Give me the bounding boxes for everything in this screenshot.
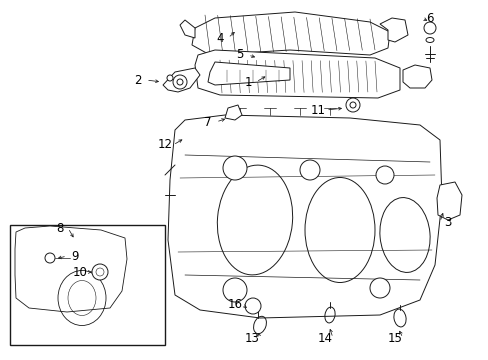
- Circle shape: [223, 156, 246, 180]
- Circle shape: [45, 253, 55, 263]
- Polygon shape: [192, 12, 389, 55]
- Circle shape: [349, 102, 355, 108]
- Polygon shape: [379, 18, 407, 42]
- Text: 9: 9: [71, 249, 79, 262]
- Circle shape: [173, 75, 186, 89]
- Circle shape: [177, 79, 183, 85]
- Text: 6: 6: [426, 12, 433, 24]
- Polygon shape: [207, 62, 289, 85]
- Polygon shape: [180, 20, 195, 38]
- Text: 7: 7: [204, 116, 211, 129]
- Polygon shape: [15, 226, 127, 312]
- Circle shape: [346, 98, 359, 112]
- Text: 15: 15: [387, 332, 402, 345]
- Polygon shape: [168, 115, 441, 318]
- Circle shape: [375, 166, 393, 184]
- Circle shape: [244, 298, 261, 314]
- Text: 10: 10: [72, 266, 87, 279]
- Text: 12: 12: [157, 139, 172, 152]
- Circle shape: [369, 278, 389, 298]
- Text: 2: 2: [134, 73, 142, 86]
- Circle shape: [167, 75, 173, 81]
- Circle shape: [299, 160, 319, 180]
- Text: 1: 1: [244, 76, 251, 89]
- Text: 13: 13: [244, 332, 259, 345]
- Circle shape: [92, 264, 108, 280]
- Text: 8: 8: [56, 221, 63, 234]
- Text: 4: 4: [216, 31, 224, 45]
- Text: 14: 14: [317, 332, 332, 345]
- Polygon shape: [402, 65, 431, 88]
- Text: 3: 3: [444, 216, 451, 229]
- Polygon shape: [163, 68, 200, 92]
- Text: 11: 11: [310, 104, 325, 117]
- Polygon shape: [195, 50, 399, 98]
- Bar: [10, 225, 164, 345]
- Circle shape: [96, 268, 104, 276]
- Circle shape: [423, 22, 435, 34]
- Text: 5: 5: [236, 49, 243, 62]
- Text: 16: 16: [227, 298, 242, 311]
- Circle shape: [223, 278, 246, 302]
- Polygon shape: [224, 105, 242, 120]
- Polygon shape: [436, 182, 461, 220]
